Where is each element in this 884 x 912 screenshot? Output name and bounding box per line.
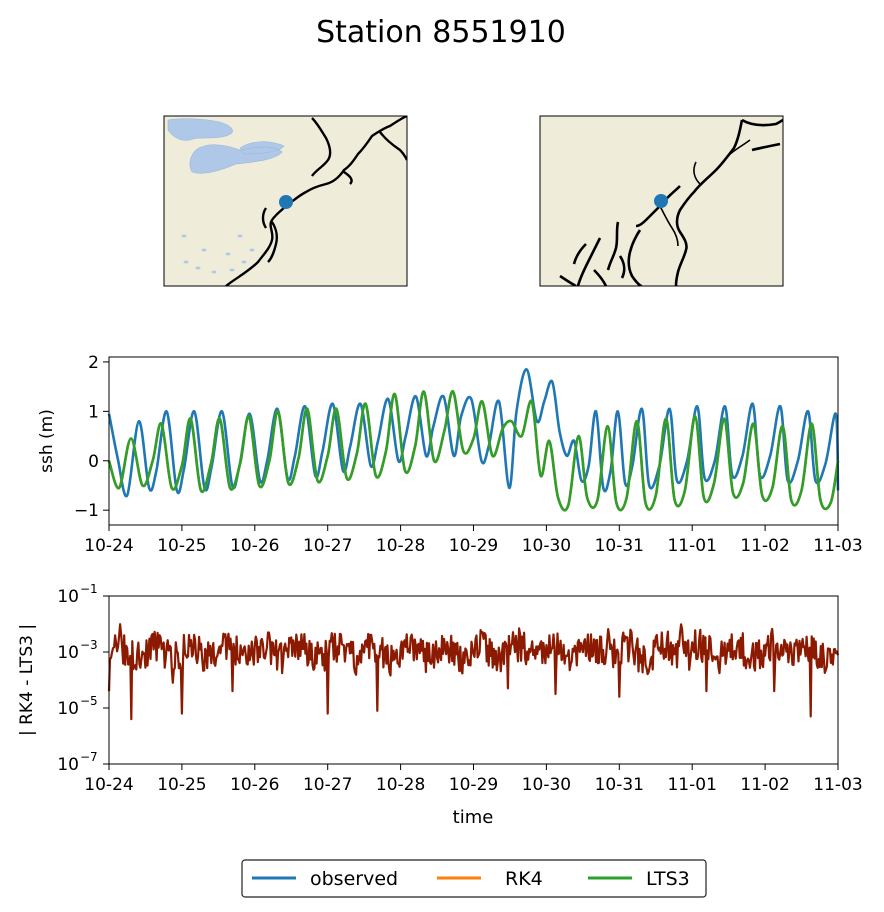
legend-label-rk4: RK4 (505, 868, 543, 890)
difference-xlabel: time (453, 807, 494, 828)
x-tick-label: 11-02 (740, 536, 789, 556)
x-tick-label: 10-27 (303, 775, 352, 795)
small-lake (249, 248, 255, 252)
small-lake (181, 234, 187, 238)
small-lake (229, 268, 235, 272)
small-lake (183, 260, 189, 264)
x-tick-label: 10-29 (449, 775, 498, 795)
y-tick-label: 10 (57, 755, 79, 775)
difference-ylabel: | RK4 - LTS3 | (17, 624, 37, 736)
difference-panel: 10-24 10-25 10-26 10-27 10-28 10-29 10-30 10-31… (17, 582, 863, 828)
x-tick-label: 11-03 (813, 775, 862, 795)
x-tick-label: 11-01 (667, 775, 716, 795)
small-lake (195, 266, 201, 270)
small-lake (201, 248, 207, 252)
x-tick-label: 11-03 (813, 536, 862, 556)
ssh-series (107, 368, 840, 512)
local-map (539, 115, 784, 287)
x-tick-label: 10-24 (84, 536, 133, 556)
x-tick-label: 11-01 (667, 536, 716, 556)
regional-coastline (225, 116, 407, 286)
series-difference-line (107, 623, 840, 721)
legend-label-observed: observed (310, 868, 398, 890)
difference-y-ticks: 10−710−510−310−1 (57, 582, 109, 775)
legend-label-lts3: LTS3 (646, 868, 690, 890)
x-tick-label: 11-02 (740, 775, 789, 795)
local-rivers (659, 139, 751, 247)
small-lake (225, 252, 231, 256)
station-marker (279, 195, 293, 209)
ssh-x-ticks: 10-24 10-25 10-26 10-27 10-28 10-29 10-30 10-31… (84, 525, 863, 556)
ssh-y-ticks: −1 0 1 2 (74, 353, 109, 521)
x-tick-label: 10-26 (230, 536, 279, 556)
x-tick-label: 10-28 (376, 775, 425, 795)
great-lakes (167, 118, 285, 174)
legend: observed RK4 LTS3 (241, 859, 707, 898)
x-tick-label: 10-26 (230, 775, 279, 795)
y-tick-exponent: −1 (80, 582, 98, 596)
regional-map-frame (163, 115, 408, 287)
x-tick-label: 10-31 (595, 775, 644, 795)
ssh-panel: 10-24 10-25 10-26 10-27 10-28 10-29 10-30 10-31… (37, 353, 863, 556)
x-tick-label: 10-27 (303, 536, 352, 556)
y-tick-label: 10 (57, 699, 79, 719)
x-tick-label: 10-28 (376, 536, 425, 556)
x-tick-label: 10-30 (522, 536, 571, 556)
difference-axes-frame (108, 595, 839, 765)
figure-title: Station 8551910 (316, 15, 566, 50)
small-lake (211, 270, 217, 274)
y-tick-exponent: −7 (80, 750, 98, 764)
y-tick-exponent: −3 (80, 638, 98, 652)
y-tick-label: 1 (88, 402, 99, 422)
y-tick-label: 10 (57, 643, 79, 663)
y-tick-label: 0 (88, 452, 99, 472)
station-marker (654, 194, 668, 208)
x-tick-label: 10-24 (84, 775, 133, 795)
y-tick-label: 10 (57, 587, 79, 607)
difference-x-ticks: 10-24 10-25 10-26 10-27 10-28 10-29 10-30 10-31… (84, 764, 863, 795)
series-lts3-line (107, 390, 840, 512)
x-tick-label: 10-25 (157, 775, 206, 795)
x-tick-label: 10-25 (157, 536, 206, 556)
y-tick-exponent: −5 (80, 694, 98, 708)
regional-map (163, 115, 408, 287)
y-tick-label: 2 (88, 353, 99, 373)
local-coastline (559, 118, 783, 286)
difference-series (107, 623, 840, 721)
series-observed-line (107, 368, 840, 498)
local-map-frame (539, 115, 784, 287)
y-tick-label: −1 (74, 501, 99, 521)
x-tick-label: 10-30 (522, 775, 571, 795)
x-tick-label: 10-29 (449, 536, 498, 556)
small-lake (237, 234, 243, 238)
small-lake (241, 260, 247, 264)
ssh-ylabel: ssh (m) (37, 409, 57, 473)
x-tick-label: 10-31 (595, 536, 644, 556)
